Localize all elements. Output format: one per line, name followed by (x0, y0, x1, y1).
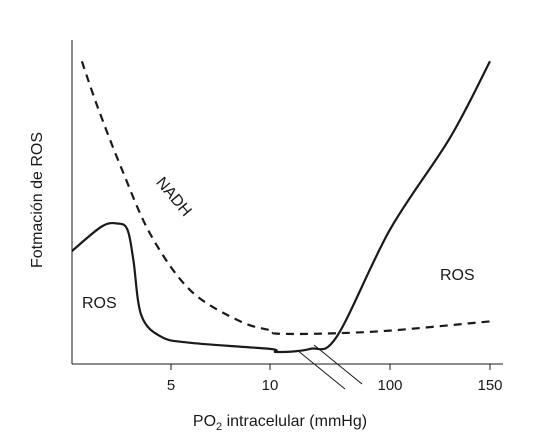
x-axis-title-subscript: 2 (216, 421, 222, 433)
axis-break-mark-right (313, 344, 363, 385)
x-axis-title-rest: intracelular (mmHg) (222, 413, 367, 430)
x-ticks-group: 5 10 100 150 (167, 364, 503, 394)
x-tick-label-10: 10 (262, 377, 279, 394)
x-tick-label-150: 150 (477, 377, 502, 394)
x-axis-break-marks (296, 344, 363, 390)
annotation-ros-low: ROS (82, 295, 117, 312)
x-axis-title: PO2 intracelular (mmHg) (193, 413, 367, 433)
x-tick-label-100: 100 (377, 377, 402, 394)
annotation-ros-high: ROS (440, 267, 475, 284)
series-ros-line (71, 60, 491, 354)
series-nadh-line (80, 60, 491, 336)
y-axis-title: Fotmación de ROS (29, 132, 46, 268)
x-tick-label-5: 5 (167, 377, 175, 394)
x-axis-title-main: PO (193, 413, 216, 430)
annotation-nadh: NADH (152, 174, 194, 220)
axis-break-mark-left (296, 349, 346, 390)
